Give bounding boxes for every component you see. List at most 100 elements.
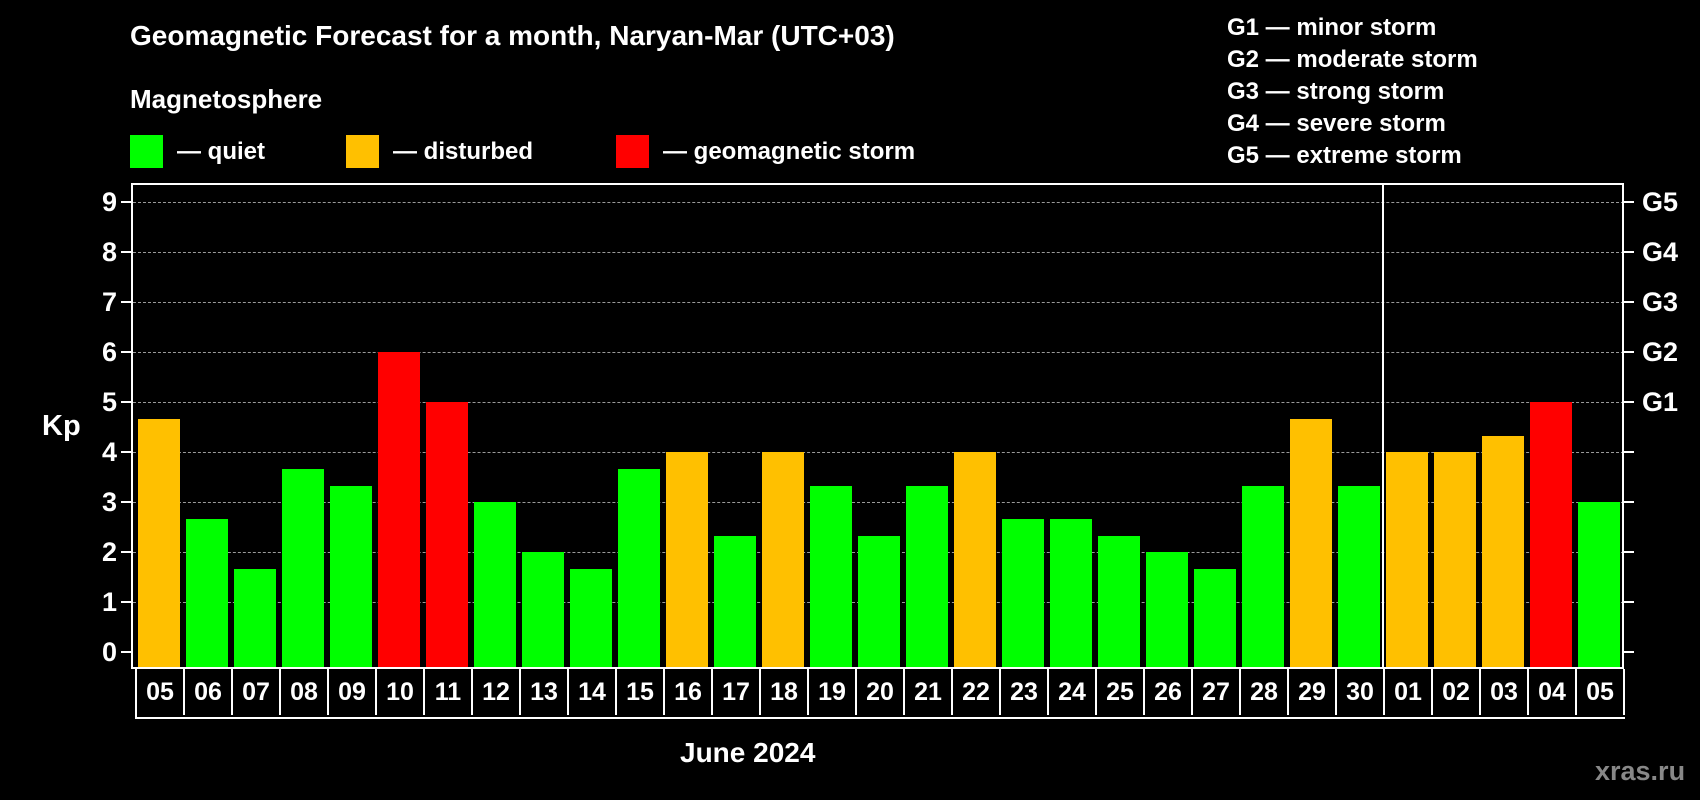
bar-quiet xyxy=(570,568,612,668)
date-label: 18 xyxy=(761,669,809,715)
date-label: 14 xyxy=(569,669,617,715)
date-label: 24 xyxy=(1049,669,1097,715)
bar-disturbed xyxy=(762,452,804,668)
gridline xyxy=(133,352,1624,353)
y-tick-label: 5 xyxy=(101,387,117,417)
bar-storm xyxy=(426,402,468,668)
date-label: 10 xyxy=(377,669,425,715)
y-tick-right xyxy=(1624,501,1634,503)
legend-quiet: — quiet xyxy=(130,135,265,168)
gridline xyxy=(133,502,1624,503)
date-label: 09 xyxy=(329,669,377,715)
date-label: 25 xyxy=(1097,669,1145,715)
bar-quiet xyxy=(1050,518,1092,668)
gridline xyxy=(133,302,1624,303)
gridline xyxy=(133,202,1624,203)
bar-storm xyxy=(1530,402,1572,668)
bar-quiet xyxy=(1338,485,1380,668)
bar-disturbed xyxy=(666,452,708,668)
date-label: 03 xyxy=(1481,669,1529,715)
x-axis-dates: 05 06 07 08 09 10 11 12 13 14 15 16 17 18 19 20 21 22 23 24… xyxy=(135,669,1625,719)
y-tick xyxy=(121,501,131,503)
bar-disturbed xyxy=(1386,452,1428,668)
disturbed-swatch-icon xyxy=(346,135,379,168)
y-tick xyxy=(121,251,131,253)
y-tick xyxy=(121,651,131,653)
bar-quiet xyxy=(186,518,228,668)
legend-disturbed: — disturbed xyxy=(346,135,533,168)
y-tick-right xyxy=(1624,601,1634,603)
bar-quiet xyxy=(1578,502,1620,668)
y-tick xyxy=(121,351,131,353)
bar-disturbed xyxy=(138,418,180,668)
date-label: 20 xyxy=(857,669,905,715)
quiet-swatch-icon xyxy=(130,135,163,168)
date-label: 17 xyxy=(713,669,761,715)
date-label: 01 xyxy=(1385,669,1433,715)
bar-quiet xyxy=(1098,535,1140,668)
y-tick-right xyxy=(1624,351,1634,353)
date-label: 04 xyxy=(1529,669,1577,715)
date-label: 30 xyxy=(1337,669,1385,715)
y-tick-label: 6 xyxy=(101,337,117,367)
bar-quiet xyxy=(618,468,660,668)
x-axis-label: June 2024 xyxy=(680,737,816,768)
storm-scale-g2: G2 — moderate storm xyxy=(1227,46,1478,73)
date-label: 13 xyxy=(521,669,569,715)
month-divider xyxy=(1382,183,1384,669)
legend-label: — geomagnetic storm xyxy=(663,137,916,165)
date-label: 08 xyxy=(281,669,329,715)
y-tick-right xyxy=(1624,551,1634,553)
storm-level-label: G2 xyxy=(1642,337,1679,367)
y-tick xyxy=(121,201,131,203)
y-tick xyxy=(121,401,131,403)
bar-quiet xyxy=(234,568,276,668)
bar-quiet xyxy=(282,468,324,668)
date-label: 06 xyxy=(185,669,233,715)
storm-scale-g5: G5 — extreme storm xyxy=(1227,142,1462,169)
bar-quiet xyxy=(714,535,756,668)
y-tick xyxy=(121,601,131,603)
y-tick-label: 4 xyxy=(101,437,117,467)
date-label: 27 xyxy=(1193,669,1241,715)
storm-level-label: G1 xyxy=(1642,387,1679,417)
bar-quiet xyxy=(1002,518,1044,668)
y-tick-label: 9 xyxy=(101,187,117,217)
gridline xyxy=(133,252,1624,253)
bar-quiet xyxy=(330,485,372,668)
bar-storm xyxy=(378,352,420,668)
y-tick-label: 7 xyxy=(101,287,117,317)
watermark: xras.ru xyxy=(1595,756,1686,786)
date-label: 02 xyxy=(1433,669,1481,715)
y-tick-label: 2 xyxy=(101,537,117,567)
storm-scale-g3: G3 — strong storm xyxy=(1227,78,1445,105)
storm-level-label: G3 xyxy=(1642,287,1679,317)
bar-quiet xyxy=(1146,552,1188,668)
date-label: 23 xyxy=(1001,669,1049,715)
y-tick-label: 3 xyxy=(101,487,117,517)
y-tick-label: 8 xyxy=(101,237,117,267)
chart-title: Geomagnetic Forecast for a month, Naryan… xyxy=(130,20,895,51)
plot-frame xyxy=(131,183,1624,669)
bar-quiet xyxy=(474,502,516,668)
y-axis-label: Kp xyxy=(42,410,81,442)
y-tick-right xyxy=(1624,201,1634,203)
y-tick-right xyxy=(1624,301,1634,303)
y-tick-label: 1 xyxy=(101,587,117,617)
date-label: 05 xyxy=(1577,669,1625,715)
bar-quiet xyxy=(810,485,852,668)
date-label: 22 xyxy=(953,669,1001,715)
storm-scale-g4: G4 — severe storm xyxy=(1227,110,1446,137)
storm-scale-legend: G1 — minor storm G2 — moderate storm G3 … xyxy=(1227,12,1478,172)
date-label: 07 xyxy=(233,669,281,715)
gridline xyxy=(133,402,1624,403)
storm-level-label: G4 xyxy=(1642,237,1679,267)
bar-quiet xyxy=(906,485,948,668)
bar-quiet xyxy=(858,535,900,668)
storm-level-label: G5 xyxy=(1642,187,1679,217)
date-label: 11 xyxy=(425,669,473,715)
y-tick-right xyxy=(1624,651,1634,653)
date-label: 05 xyxy=(137,669,185,715)
date-label: 16 xyxy=(665,669,713,715)
date-label: 19 xyxy=(809,669,857,715)
